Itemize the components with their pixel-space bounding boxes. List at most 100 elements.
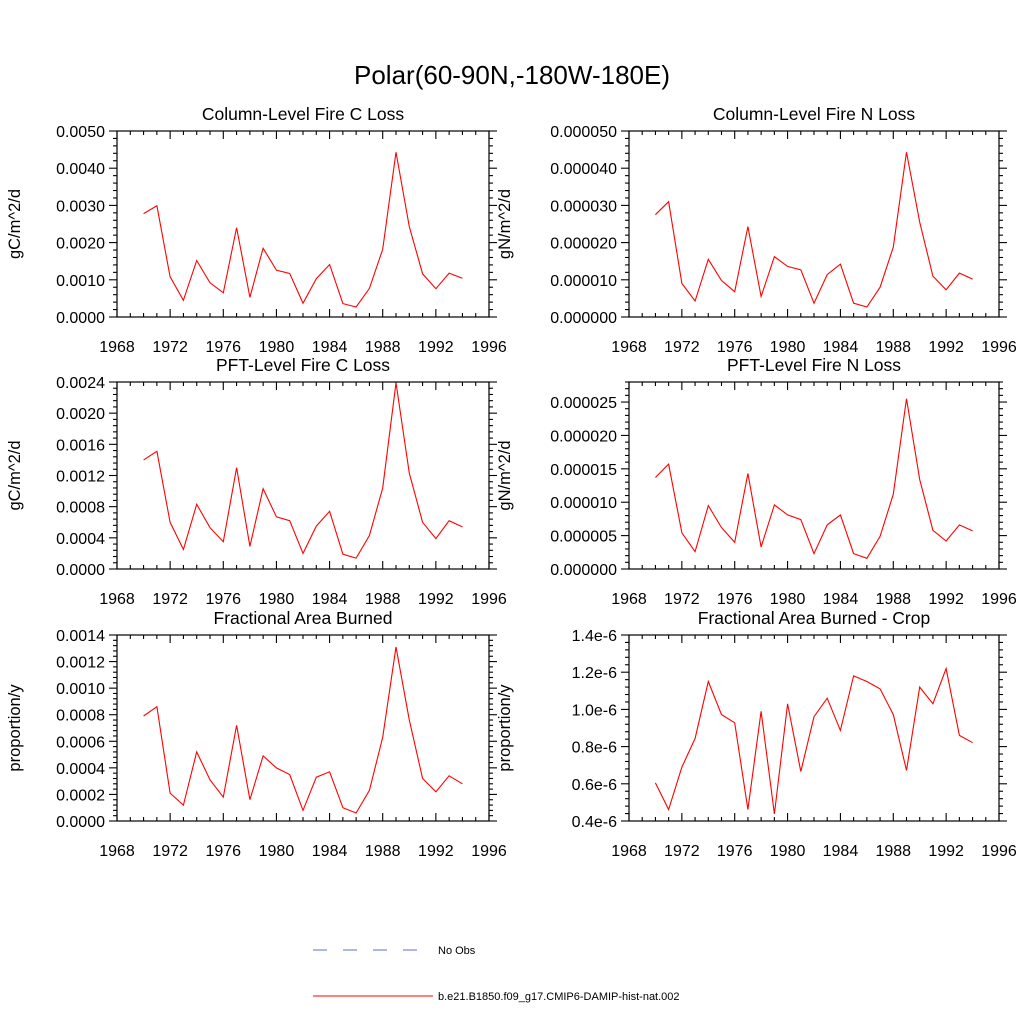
x-tick-label: 1984 bbox=[823, 339, 859, 356]
x-tick-label: 1996 bbox=[981, 843, 1017, 860]
x-tick-label: 1996 bbox=[981, 591, 1017, 608]
plot-frame bbox=[116, 130, 490, 318]
panel-title: Column-Level Fire N Loss bbox=[713, 104, 916, 124]
y-tick-label: 0.000020 bbox=[550, 428, 617, 445]
x-tick-label: 1988 bbox=[365, 339, 401, 356]
series-line bbox=[655, 152, 973, 308]
x-tick-label: 1972 bbox=[664, 339, 700, 356]
series-line bbox=[143, 152, 463, 308]
y-tick-label: 0.000010 bbox=[550, 273, 617, 290]
y-tick-label: 0.0000 bbox=[56, 310, 105, 327]
panel-3: PFT-Level Fire C Loss gC/m^2/d 1968 1972 197… bbox=[6, 355, 507, 608]
x-tick-label: 1980 bbox=[259, 591, 295, 608]
plot-frame bbox=[628, 634, 1000, 822]
y-tick-label: 1.4e-6 bbox=[572, 628, 617, 645]
x-tick-label: 1988 bbox=[875, 843, 911, 860]
y-tick-label: 0.0012 bbox=[56, 655, 105, 672]
y-tick-label: 0.000040 bbox=[550, 161, 617, 178]
y-tick-label: 0.6e-6 bbox=[572, 777, 617, 794]
x-tick-label: 1992 bbox=[418, 339, 454, 356]
panel-title: PFT-Level Fire C Loss bbox=[216, 355, 390, 375]
panel-title: Fractional Area Burned bbox=[214, 608, 393, 628]
y-tick-label: 0.0020 bbox=[56, 406, 105, 423]
x-tick-label: 1992 bbox=[418, 591, 454, 608]
y-tick-label: 0.000005 bbox=[550, 529, 617, 546]
x-tick-label: 1968 bbox=[611, 339, 647, 356]
plot-frame bbox=[628, 130, 1000, 318]
series-line bbox=[655, 398, 973, 559]
y-tick-label: 0.0030 bbox=[56, 198, 105, 215]
y-axis-label: proportion/y bbox=[6, 684, 24, 772]
x-tick-label: 1972 bbox=[152, 843, 188, 860]
x-tick-label: 1976 bbox=[205, 843, 241, 860]
x-tick-label: 1980 bbox=[259, 339, 295, 356]
y-tick-label: 0.0014 bbox=[56, 628, 105, 645]
y-tick-label: 1.2e-6 bbox=[572, 665, 617, 682]
panel-4: PFT-Level Fire N Loss gN/m^2/d 1968 1972 197… bbox=[496, 355, 1017, 608]
x-tick-label: 1988 bbox=[875, 591, 911, 608]
y-axis-label: gN/m^2/d bbox=[496, 189, 514, 259]
x-tick-label: 1980 bbox=[259, 843, 295, 860]
y-tick-label: 0.0024 bbox=[56, 375, 105, 392]
plot-frame bbox=[116, 634, 490, 822]
series-line bbox=[654, 666, 973, 814]
y-tick-label: 0.000000 bbox=[550, 310, 617, 327]
x-tick-label: 1984 bbox=[312, 591, 348, 608]
x-tick-label: 1996 bbox=[471, 843, 507, 860]
x-tick-label: 1972 bbox=[664, 591, 700, 608]
x-tick-label: 1976 bbox=[717, 339, 753, 356]
panel-1: Column-Level Fire C Loss gC/m^2/d 1968 1972… bbox=[6, 104, 507, 356]
x-tick-label: 1968 bbox=[611, 843, 647, 860]
x-tick-label: 1992 bbox=[928, 843, 964, 860]
y-tick-label: 0.0000 bbox=[56, 814, 105, 831]
legend-obs-label: No Obs bbox=[438, 945, 476, 957]
x-tick-label: 1992 bbox=[928, 591, 964, 608]
y-tick-label: 0.0010 bbox=[56, 681, 105, 698]
panel-title: Fractional Area Burned - Crop bbox=[698, 608, 930, 628]
y-tick-label: 0.000025 bbox=[550, 395, 617, 412]
x-tick-label: 1992 bbox=[928, 339, 964, 356]
y-tick-label: 0.0020 bbox=[56, 236, 105, 253]
y-axis-label: gC/m^2/d bbox=[6, 189, 24, 259]
x-tick-label: 1972 bbox=[152, 591, 188, 608]
y-axis-label: gC/m^2/d bbox=[6, 440, 24, 510]
legend-model-label: b.e21.B1850.f09_g17.CMIP6-DAMIP-hist-nat… bbox=[438, 991, 680, 1003]
x-tick-label: 1968 bbox=[99, 843, 135, 860]
panel-title: PFT-Level Fire N Loss bbox=[727, 355, 901, 375]
x-tick-label: 1980 bbox=[770, 339, 806, 356]
main-title: Polar(60-90N,-180W-180E) bbox=[354, 60, 670, 90]
y-tick-label: 0.0006 bbox=[56, 734, 105, 751]
y-tick-label: 0.0004 bbox=[56, 531, 105, 548]
legend: No Obs b.e21.B1850.f09_g17.CMIP6-DAMIP-h… bbox=[313, 945, 680, 1003]
x-tick-label: 1976 bbox=[205, 591, 241, 608]
x-tick-label: 1988 bbox=[875, 339, 911, 356]
x-tick-label: 1988 bbox=[365, 843, 401, 860]
x-tick-label: 1976 bbox=[205, 339, 241, 356]
y-tick-label: 1.0e-6 bbox=[572, 702, 617, 719]
x-tick-label: 1968 bbox=[99, 591, 135, 608]
y-tick-label: 0.0012 bbox=[56, 469, 105, 486]
panel-5: Fractional Area Burned proportion/y 1968 19… bbox=[6, 608, 507, 860]
y-tick-label: 0.000050 bbox=[550, 124, 617, 141]
y-tick-label: 0.0000 bbox=[56, 562, 105, 579]
x-tick-label: 1980 bbox=[770, 591, 806, 608]
y-tick-label: 0.0002 bbox=[56, 787, 105, 804]
y-tick-label: 0.000020 bbox=[550, 236, 617, 253]
y-tick-label: 0.000015 bbox=[550, 462, 617, 479]
y-tick-label: 0.0016 bbox=[56, 437, 105, 454]
panel-6: Fractional Area Burned - Crop proportion/… bbox=[496, 608, 1017, 860]
plot-frame bbox=[628, 381, 1000, 570]
x-tick-label: 1988 bbox=[365, 591, 401, 608]
x-tick-label: 1984 bbox=[823, 843, 859, 860]
x-tick-label: 1996 bbox=[981, 339, 1017, 356]
panel-title: Column-Level Fire C Loss bbox=[202, 104, 405, 124]
x-tick-label: 1968 bbox=[611, 591, 647, 608]
y-tick-label: 0.8e-6 bbox=[572, 740, 617, 757]
x-tick-label: 1984 bbox=[312, 339, 348, 356]
x-tick-label: 1984 bbox=[823, 591, 859, 608]
y-tick-label: 0.000030 bbox=[550, 198, 617, 215]
y-tick-label: 0.0008 bbox=[56, 708, 105, 725]
x-tick-label: 1996 bbox=[471, 339, 507, 356]
